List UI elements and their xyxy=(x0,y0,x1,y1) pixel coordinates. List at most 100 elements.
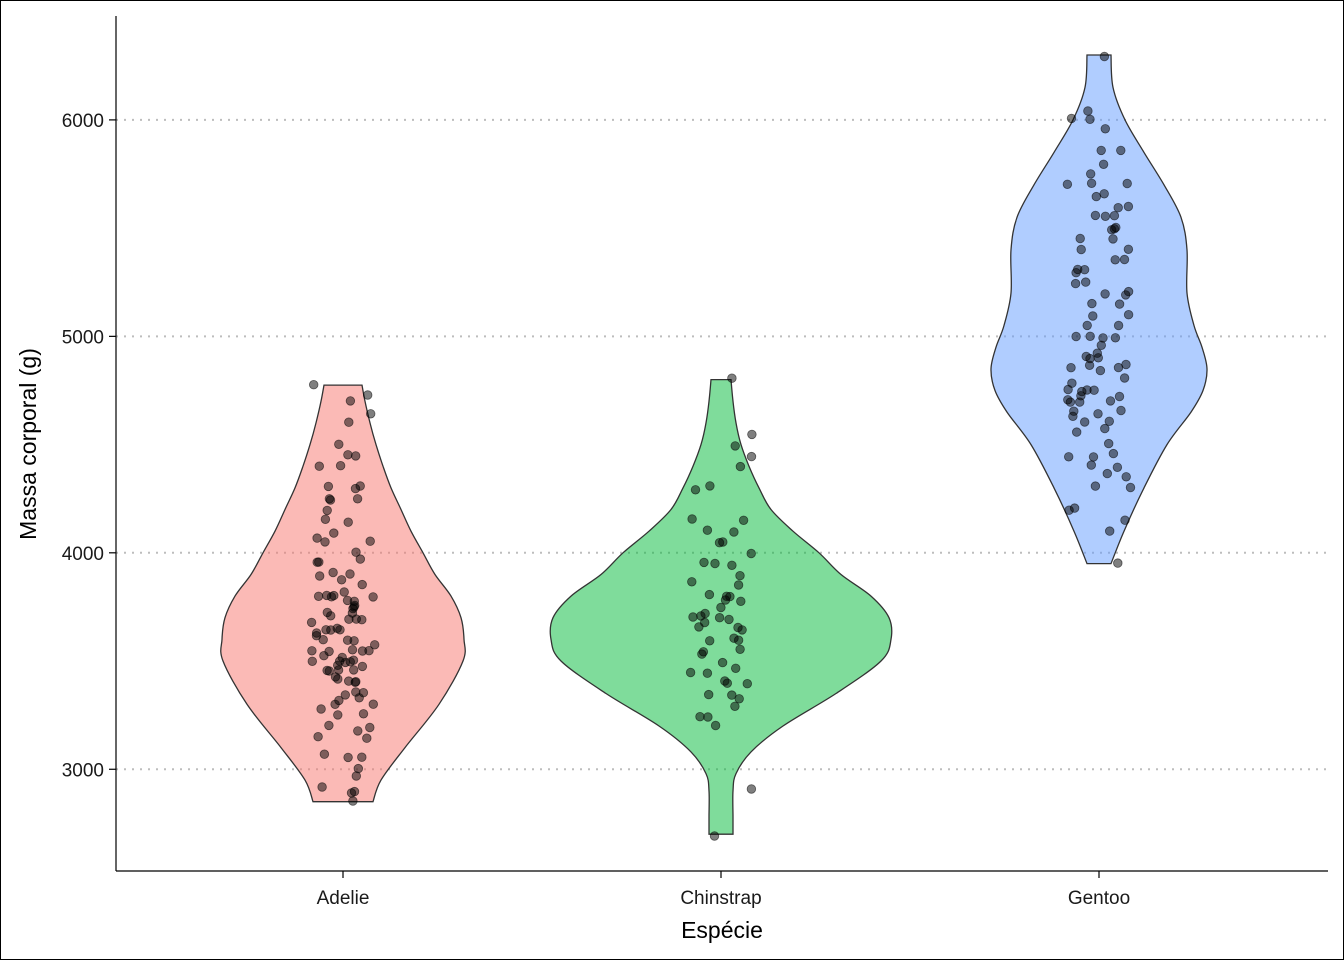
data-point-gentoo xyxy=(1066,113,1077,124)
data-point-adelie xyxy=(319,749,330,759)
data-point-gentoo xyxy=(1069,406,1079,416)
data-point-chinstrap xyxy=(738,515,749,526)
data-point-adelie xyxy=(324,666,335,676)
data-point-gentoo xyxy=(1121,359,1131,370)
data-point-adelie xyxy=(317,782,327,792)
data-point-chinstrap xyxy=(702,668,713,678)
data-point-gentoo xyxy=(1089,385,1099,395)
data-point-gentoo xyxy=(1123,286,1134,297)
data-point-chinstrap xyxy=(736,596,746,607)
y-ticks: 3000 4000 5000 6000 xyxy=(62,111,116,781)
jitter-points-layer xyxy=(306,51,1136,841)
data-point-adelie xyxy=(353,726,363,736)
data-point-chinstrap xyxy=(690,485,701,495)
data-point-adelie xyxy=(353,763,364,774)
data-point-gentoo xyxy=(1088,311,1098,321)
data-point-adelie xyxy=(357,579,367,590)
data-point-gentoo xyxy=(1090,481,1101,491)
data-point-gentoo xyxy=(1113,202,1123,213)
data-point-chinstrap xyxy=(714,613,725,623)
data-point-gentoo xyxy=(1113,320,1124,331)
data-point-chinstrap xyxy=(746,784,757,794)
data-point-adelie xyxy=(352,494,363,504)
data-point-adelie xyxy=(368,592,378,602)
data-point-gentoo xyxy=(1080,277,1091,287)
data-point-gentoo xyxy=(1108,234,1118,244)
data-point-chinstrap xyxy=(733,580,744,590)
data-point-gentoo xyxy=(1123,244,1134,255)
axes xyxy=(115,16,1328,872)
data-point-gentoo xyxy=(1100,211,1111,222)
data-point-gentoo xyxy=(1062,179,1073,190)
data-point-adelie xyxy=(363,390,373,400)
data-point-adelie xyxy=(351,451,361,461)
data-point-chinstrap xyxy=(703,712,713,722)
data-point-chinstrap xyxy=(709,831,720,841)
data-point-adelie xyxy=(343,450,353,460)
data-point-gentoo xyxy=(1100,124,1111,134)
data-point-gentoo xyxy=(1111,222,1121,233)
data-point-adelie xyxy=(349,596,360,607)
data-point-chinstrap xyxy=(688,612,698,622)
x-tick-label-adelie: Adelie xyxy=(317,888,370,909)
data-point-gentoo xyxy=(1092,348,1103,358)
data-point-gentoo xyxy=(1091,191,1102,202)
data-point-gentoo xyxy=(1119,373,1130,383)
data-point-adelie xyxy=(337,652,347,663)
data-point-adelie xyxy=(314,461,325,471)
data-point-chinstrap xyxy=(731,663,741,674)
x-axis-title: Espécie xyxy=(681,917,763,943)
data-point-chinstrap xyxy=(724,614,734,625)
data-point-adelie xyxy=(316,704,326,714)
data-point-chinstrap xyxy=(746,451,757,462)
data-point-gentoo xyxy=(1100,289,1110,299)
x-ticks: Adelie Chinstrap Gentoo xyxy=(317,871,1130,909)
data-point-gentoo xyxy=(1071,427,1082,437)
data-point-adelie xyxy=(366,409,376,419)
data-point-adelie xyxy=(365,536,375,546)
data-point-gentoo xyxy=(1085,169,1096,179)
data-point-adelie xyxy=(320,514,331,525)
data-point-gentoo xyxy=(1103,438,1114,449)
data-point-adelie xyxy=(323,481,334,492)
y-tick-label: 4000 xyxy=(62,544,104,565)
data-point-chinstrap xyxy=(685,667,696,678)
data-point-gentoo xyxy=(1086,178,1097,189)
violin-gentoo xyxy=(990,54,1208,565)
data-point-gentoo xyxy=(1123,310,1134,320)
data-point-chinstrap xyxy=(700,608,710,619)
data-point-gentoo xyxy=(1116,405,1126,416)
data-point-adelie xyxy=(340,690,351,700)
y-axis-title: Massa corporal (g) xyxy=(15,348,41,540)
y-tick-label: 5000 xyxy=(62,327,104,348)
data-point-gentoo xyxy=(1086,460,1097,470)
data-point-chinstrap xyxy=(747,429,757,440)
data-point-gentoo xyxy=(1108,448,1119,459)
data-point-chinstrap xyxy=(687,514,697,524)
data-point-adelie xyxy=(342,635,353,645)
data-point-adelie xyxy=(351,687,361,697)
data-point-adelie xyxy=(328,567,338,578)
data-point-adelie xyxy=(349,665,359,675)
data-point-adelie xyxy=(357,615,367,625)
y-tick-label: 3000 xyxy=(62,760,104,781)
data-point-adelie xyxy=(345,396,356,406)
data-point-gentoo xyxy=(1071,331,1081,342)
data-point-adelie xyxy=(324,646,334,657)
data-point-gentoo xyxy=(1098,159,1109,170)
data-point-adelie xyxy=(313,732,323,742)
data-point-gentoo xyxy=(1125,482,1136,493)
data-point-gentoo xyxy=(1079,417,1090,427)
data-point-gentoo xyxy=(1119,254,1130,265)
data-point-gentoo xyxy=(1070,278,1081,289)
data-point-adelie xyxy=(329,528,339,538)
data-point-gentoo xyxy=(1063,395,1073,405)
data-point-gentoo xyxy=(1123,201,1134,212)
data-point-chinstrap xyxy=(735,644,745,655)
data-point-adelie xyxy=(322,590,332,601)
data-point-chinstrap xyxy=(698,647,709,657)
data-point-chinstrap xyxy=(729,633,739,643)
data-point-adelie xyxy=(332,623,342,634)
data-point-adelie xyxy=(357,646,368,656)
